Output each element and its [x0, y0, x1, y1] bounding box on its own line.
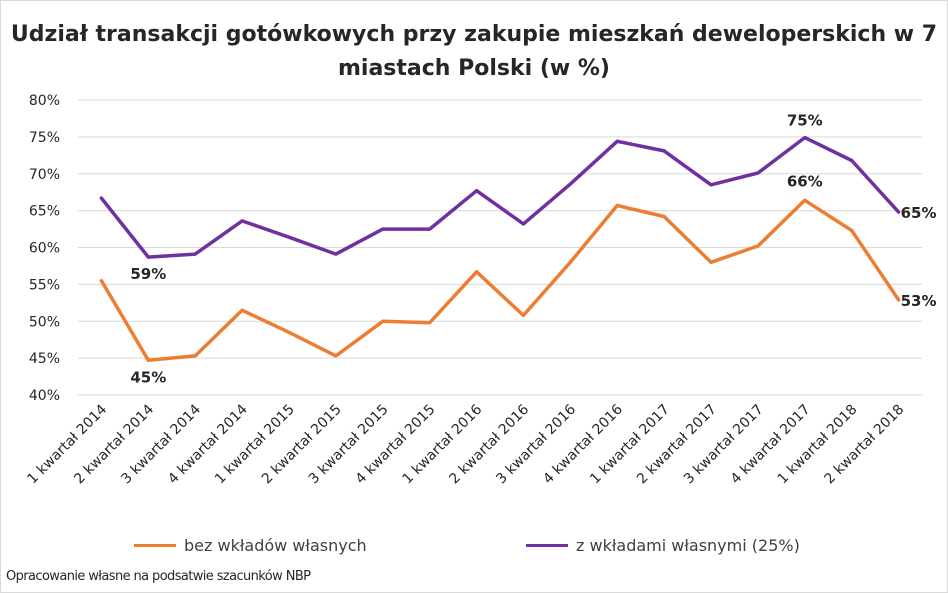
x-tick-label: 4 kwartał 2014	[165, 401, 251, 487]
legend-item-series-2: z wkładami własnymi (25%)	[526, 534, 800, 556]
data-point	[381, 319, 385, 323]
grid-lines	[78, 99, 922, 396]
data-point	[897, 210, 901, 214]
data-label: 65%	[901, 204, 937, 222]
data-point	[615, 139, 619, 143]
data-point	[475, 270, 479, 274]
data-point	[240, 308, 244, 312]
legend-label-series-1: bez wkładów własnych	[184, 535, 367, 555]
y-tick-label: 55%	[29, 277, 60, 293]
data-point	[287, 330, 291, 334]
data-point	[568, 182, 572, 186]
legend-label-series-2: z wkładami własnymi (25%)	[576, 535, 800, 555]
data-point	[803, 198, 807, 202]
x-tick-label: 3 kwartał 2016	[493, 401, 579, 487]
data-point	[193, 252, 197, 256]
chart-title-line-1: Udział transakcji gotówkowych przy zakup…	[10, 22, 938, 47]
data-point	[521, 313, 525, 317]
data-point	[850, 229, 854, 233]
data-point	[475, 189, 479, 193]
y-tick-label: 60%	[29, 241, 60, 257]
data-label: 53%	[901, 292, 937, 310]
data-label: 59%	[130, 265, 166, 283]
series-line-1	[99, 198, 901, 363]
x-tick-label: 1 kwartał 2016	[400, 401, 486, 487]
x-tick-label: 3 kwartał 2015	[306, 402, 392, 488]
data-label: 75%	[787, 112, 823, 130]
legend-swatch-series-2	[526, 543, 568, 547]
data-point	[287, 235, 291, 239]
data-label: 45%	[130, 368, 166, 386]
x-tick-label: 3 kwartał 2017	[681, 402, 767, 488]
data-point	[850, 158, 854, 162]
y-tick-label: 50%	[29, 314, 60, 330]
data-point	[709, 183, 713, 187]
chart-title-line-2: miastach Polski (w %)	[338, 56, 610, 81]
x-tick-label: 4 kwartał 2017	[728, 402, 814, 488]
legend-item-series-1: bez wkładów własnych	[134, 534, 367, 556]
x-tick-label: 2 kwartał 2014	[71, 401, 157, 487]
data-point	[146, 358, 150, 362]
data-point	[240, 219, 244, 223]
data-point	[897, 298, 901, 302]
x-tick-label: 2 kwartał 2017	[634, 402, 720, 488]
y-axis-ticks: 40% 45% 50% 55% 60% 65% 70% 75% 80%	[29, 93, 60, 404]
data-point	[568, 260, 572, 264]
x-tick-label: 2 kwartał 2018	[822, 402, 908, 488]
data-label: 66%	[787, 172, 823, 190]
data-point	[428, 321, 432, 325]
y-tick-label: 80%	[29, 93, 60, 109]
data-point	[756, 244, 760, 248]
y-tick-label: 70%	[29, 167, 60, 183]
x-tick-label: 2 kwartał 2016	[446, 401, 532, 487]
data-point	[146, 255, 150, 259]
x-tick-label: 4 kwartał 2016	[540, 401, 626, 487]
data-point	[193, 354, 197, 358]
source-note: Opracowanie własne na podsatwie szacunkó…	[6, 569, 311, 584]
x-tick-label: 1 kwartał 2015	[212, 402, 298, 488]
x-tick-label: 1 kwartał 2017	[587, 402, 673, 488]
data-point	[615, 203, 619, 207]
data-point	[334, 252, 338, 256]
x-tick-label: 4 kwartał 2015	[353, 402, 439, 488]
series-line-2	[99, 135, 901, 259]
chart-title: Udział transakcji gotówkowych przy zakup…	[0, 18, 948, 86]
data-point	[99, 196, 103, 200]
data-point	[803, 136, 807, 140]
x-tick-label: 1 kwartał 2014	[24, 401, 110, 487]
data-point	[99, 279, 103, 283]
series-lines	[99, 135, 901, 363]
data-point	[334, 354, 338, 358]
y-tick-label: 75%	[29, 130, 60, 146]
data-point	[662, 149, 666, 153]
x-tick-label: 3 kwartał 2014	[118, 401, 204, 487]
x-tick-label: 1 kwartał 2018	[775, 402, 861, 488]
y-tick-label: 45%	[29, 351, 60, 367]
legend-swatch-series-1	[134, 543, 176, 547]
data-point	[662, 215, 666, 219]
x-tick-label: 2 kwartał 2015	[259, 402, 345, 488]
data-point	[521, 222, 525, 226]
data-point	[428, 227, 432, 231]
data-point	[709, 260, 713, 264]
y-tick-label: 40%	[29, 388, 60, 404]
y-tick-label: 65%	[29, 204, 60, 220]
data-point	[381, 227, 385, 231]
data-labels: 45% 66% 53% 59% 75% 65%	[130, 112, 936, 387]
data-point	[756, 171, 760, 175]
